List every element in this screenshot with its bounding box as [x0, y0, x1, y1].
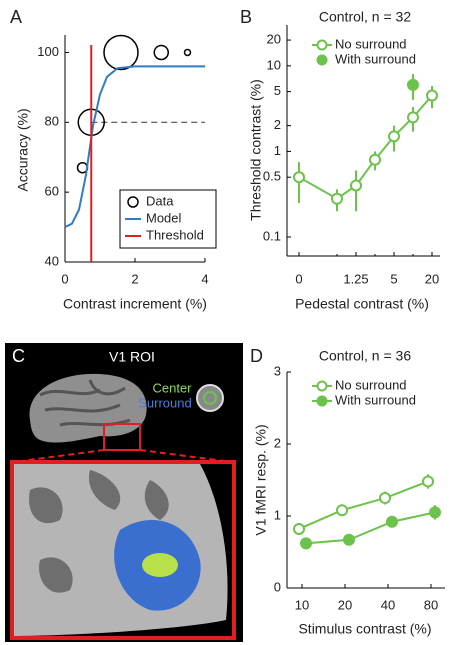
y-tick-label: 80	[45, 114, 59, 129]
legend-symbol	[316, 54, 328, 66]
data-point	[426, 89, 438, 102]
x-axis-label: Stimulus contrast (%)	[298, 621, 431, 637]
data-point	[336, 504, 348, 517]
panel-title: Control, n = 36	[319, 348, 411, 364]
data-point	[153, 44, 169, 61]
zoom-line	[139, 449, 233, 463]
legend-label: No surround	[335, 36, 407, 51]
center-label: Center	[152, 380, 192, 395]
zoom-sulci	[29, 470, 169, 593]
x-tick-label: 20	[425, 271, 439, 286]
y-tick-label: 60	[45, 184, 59, 199]
data-point	[379, 492, 391, 504]
x-axis-label: Contrast increment (%)	[63, 296, 207, 312]
y-tick-label: 3	[274, 363, 281, 378]
legend-symbol	[316, 39, 328, 51]
data-point	[183, 48, 192, 57]
panel-letter: B	[240, 7, 252, 27]
legend-label: With surround	[335, 51, 416, 66]
y-axis-label: Accuracy (%)	[15, 108, 31, 191]
legend-label: No surround	[335, 377, 407, 392]
y-tick-label: 0.1	[263, 228, 281, 243]
x-tick-label: 4	[201, 271, 208, 286]
legend-label: With surround	[335, 392, 416, 407]
zoom-frame	[10, 460, 236, 640]
y-tick-label: 20	[267, 32, 281, 47]
data-point	[293, 171, 305, 184]
legend-symbol	[316, 395, 328, 407]
data-point	[407, 111, 419, 124]
y-tick-label: 1	[274, 143, 281, 158]
data-point	[388, 130, 400, 143]
y-axis-label: Threshold contrast (%)	[248, 79, 264, 221]
panel-letter: A	[10, 7, 22, 27]
x-tick-label: 20	[338, 597, 352, 612]
data-point	[369, 153, 381, 166]
x-tick-label: 1.25	[343, 271, 368, 286]
x-axis-label: Pedestal contrast (%)	[295, 296, 429, 312]
panel-title: Control, n = 32	[319, 9, 411, 25]
y-tick-label: 100	[37, 44, 59, 59]
x-tick-label: 0	[61, 271, 68, 286]
y-tick-label: 10	[267, 57, 281, 72]
y-tick-label: 5	[274, 83, 281, 98]
x-tick-label: 0	[295, 271, 302, 286]
legend-symbol	[316, 380, 328, 392]
center-roi	[142, 553, 178, 577]
series-line	[298, 480, 429, 530]
legend-symbol	[127, 196, 139, 208]
stimulus-icon	[196, 384, 224, 412]
stimulus-center	[203, 391, 217, 405]
data-point	[422, 475, 434, 488]
data-point	[386, 515, 398, 528]
y-tick-label: 2	[274, 435, 281, 450]
legend-label: Threshold	[146, 227, 204, 242]
legend-label: Model	[146, 210, 182, 225]
x-tick-label: 10	[295, 597, 309, 612]
y-axis-label: V1 fMRI resp. (%)	[253, 424, 269, 535]
data-point	[103, 34, 139, 71]
panel-letter: C	[12, 346, 25, 366]
data-point	[350, 179, 362, 192]
y-tick-label: 1	[274, 507, 281, 522]
data-point	[293, 522, 305, 535]
x-tick-label: 80	[424, 597, 438, 612]
data-point	[300, 537, 312, 550]
surround-label: Surround	[138, 395, 191, 410]
x-tick-label: 5	[390, 271, 397, 286]
y-tick-label: 0.5	[263, 169, 281, 184]
data-point	[429, 506, 441, 519]
y-tick-label: 0	[274, 579, 281, 594]
y-tick-label: 2	[274, 117, 281, 132]
x-tick-label: 40	[381, 597, 395, 612]
panel-letter: D	[250, 346, 263, 366]
legend-label: Data	[146, 193, 174, 208]
data-point	[343, 533, 355, 546]
panel-title: V1 ROI	[109, 349, 155, 365]
series-line	[305, 511, 436, 545]
data-point	[407, 78, 419, 91]
model-curve	[64, 65, 205, 228]
zoom-box	[103, 423, 141, 451]
y-tick-label: 40	[45, 253, 59, 268]
data-point	[331, 192, 343, 205]
panel-c: C V1 ROI Center Surround	[5, 343, 243, 642]
x-tick-label: 2	[131, 271, 138, 286]
brain-folds	[39, 379, 131, 427]
